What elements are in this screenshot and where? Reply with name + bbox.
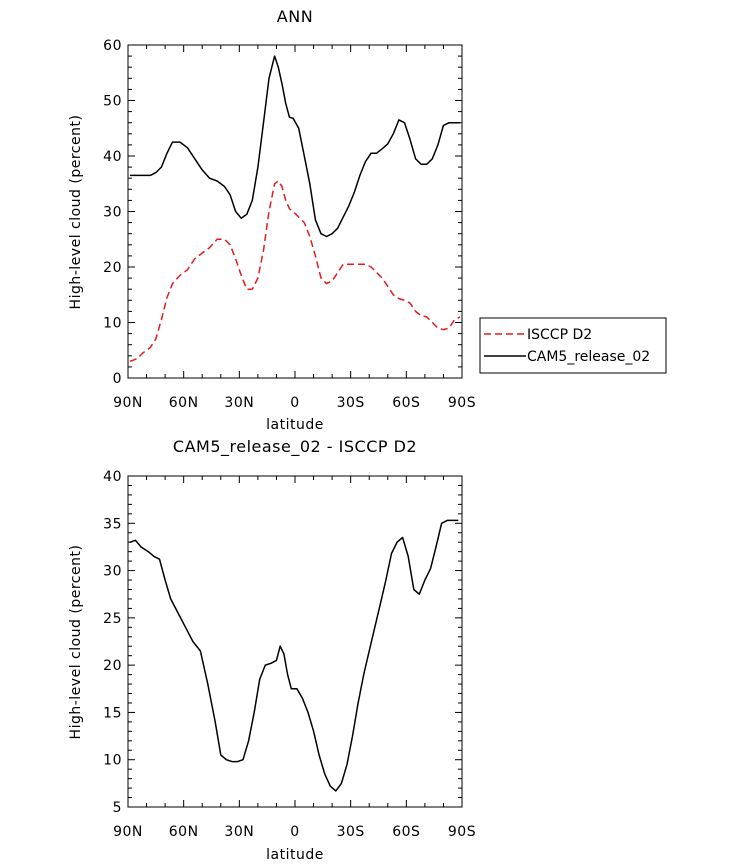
bottom-y-ticks: 5 10 15 20 25 30 35 40 — [103, 469, 462, 816]
x-tick-label: 90N — [113, 824, 143, 840]
y-tick-label: 20 — [103, 658, 122, 674]
y-tick-label: 40 — [103, 469, 122, 485]
y-tick-label: 50 — [103, 94, 122, 110]
top-chart: ANN 0 10 20 30 40 50 60 90N 60N 30N 0 30S 60S 90S la… — [68, 7, 667, 433]
top-series-line-1 — [129, 55, 461, 238]
y-tick-label: 40 — [103, 149, 122, 165]
x-tick-label: 60N — [169, 824, 199, 840]
x-tick-label: 0 — [290, 395, 299, 411]
top-plot-frame — [127, 44, 463, 379]
bottom-chart: CAM5_release_02 - ISCCP D2 5 10 15 20 25 30 35… — [68, 437, 476, 863]
top-plot-area: 0 10 20 30 40 50 60 90N 60N 30N 0 30S 60S 90S — [103, 38, 476, 411]
top-legend: ISCCP D2 CAM5_release_02 — [479, 317, 667, 374]
top-legend-box — [479, 317, 667, 374]
x-tick-label: 30N — [224, 824, 254, 840]
legend-label-cam5: CAM5_release_02 — [527, 349, 650, 365]
y-tick-label: 10 — [103, 753, 122, 769]
y-tick-label: 15 — [103, 705, 122, 721]
bottom-chart-title: CAM5_release_02 - ISCCP D2 — [173, 437, 417, 457]
top-series-line-0 — [129, 180, 461, 363]
y-tick-label: 0 — [113, 371, 122, 387]
bottom-x-ticks: 90N 60N 30N 0 30S 60S 90S — [113, 476, 476, 840]
y-tick-label: 10 — [103, 316, 122, 332]
y-tick-label: 5 — [113, 800, 122, 816]
bottom-x-axis-label: latitude — [266, 847, 324, 863]
bottom-series-line-0 — [129, 519, 459, 792]
x-tick-label: 90S — [448, 395, 476, 411]
top-chart-title: ANN — [277, 7, 313, 26]
y-tick-label: 60 — [103, 38, 122, 54]
top-x-ticks: 90N 60N 30N 0 30S 60S 90S — [113, 45, 476, 411]
y-tick-label: 20 — [103, 260, 122, 276]
x-tick-label: 90S — [448, 824, 476, 840]
y-tick-label: 30 — [103, 564, 122, 580]
y-tick-label: 25 — [103, 611, 122, 627]
top-x-axis-label: latitude — [266, 417, 324, 433]
x-tick-label: 90N — [113, 395, 143, 411]
top-series — [129, 55, 461, 363]
legend-label-isccp: ISCCP D2 — [527, 327, 592, 343]
bottom-plot-area: 5 10 15 20 25 30 35 40 90N 60N 30N 0 30S 60S 90S — [103, 469, 476, 840]
x-tick-label: 60N — [169, 395, 199, 411]
bottom-series — [129, 519, 459, 792]
x-tick-label: 0 — [290, 824, 299, 840]
bottom-plot-frame — [127, 475, 463, 808]
x-tick-label: 30N — [224, 395, 254, 411]
x-tick-label: 30S — [337, 395, 365, 411]
x-tick-label: 60S — [392, 824, 420, 840]
y-tick-label: 30 — [103, 205, 122, 221]
bottom-y-axis-label: High-level cloud (percent) — [68, 545, 84, 740]
x-tick-label: 60S — [392, 395, 420, 411]
x-tick-label: 30S — [337, 824, 365, 840]
top-y-ticks: 0 10 20 30 40 50 60 — [103, 38, 462, 387]
top-y-axis-label: High-level cloud (percent) — [68, 115, 84, 310]
y-tick-label: 35 — [103, 516, 122, 532]
